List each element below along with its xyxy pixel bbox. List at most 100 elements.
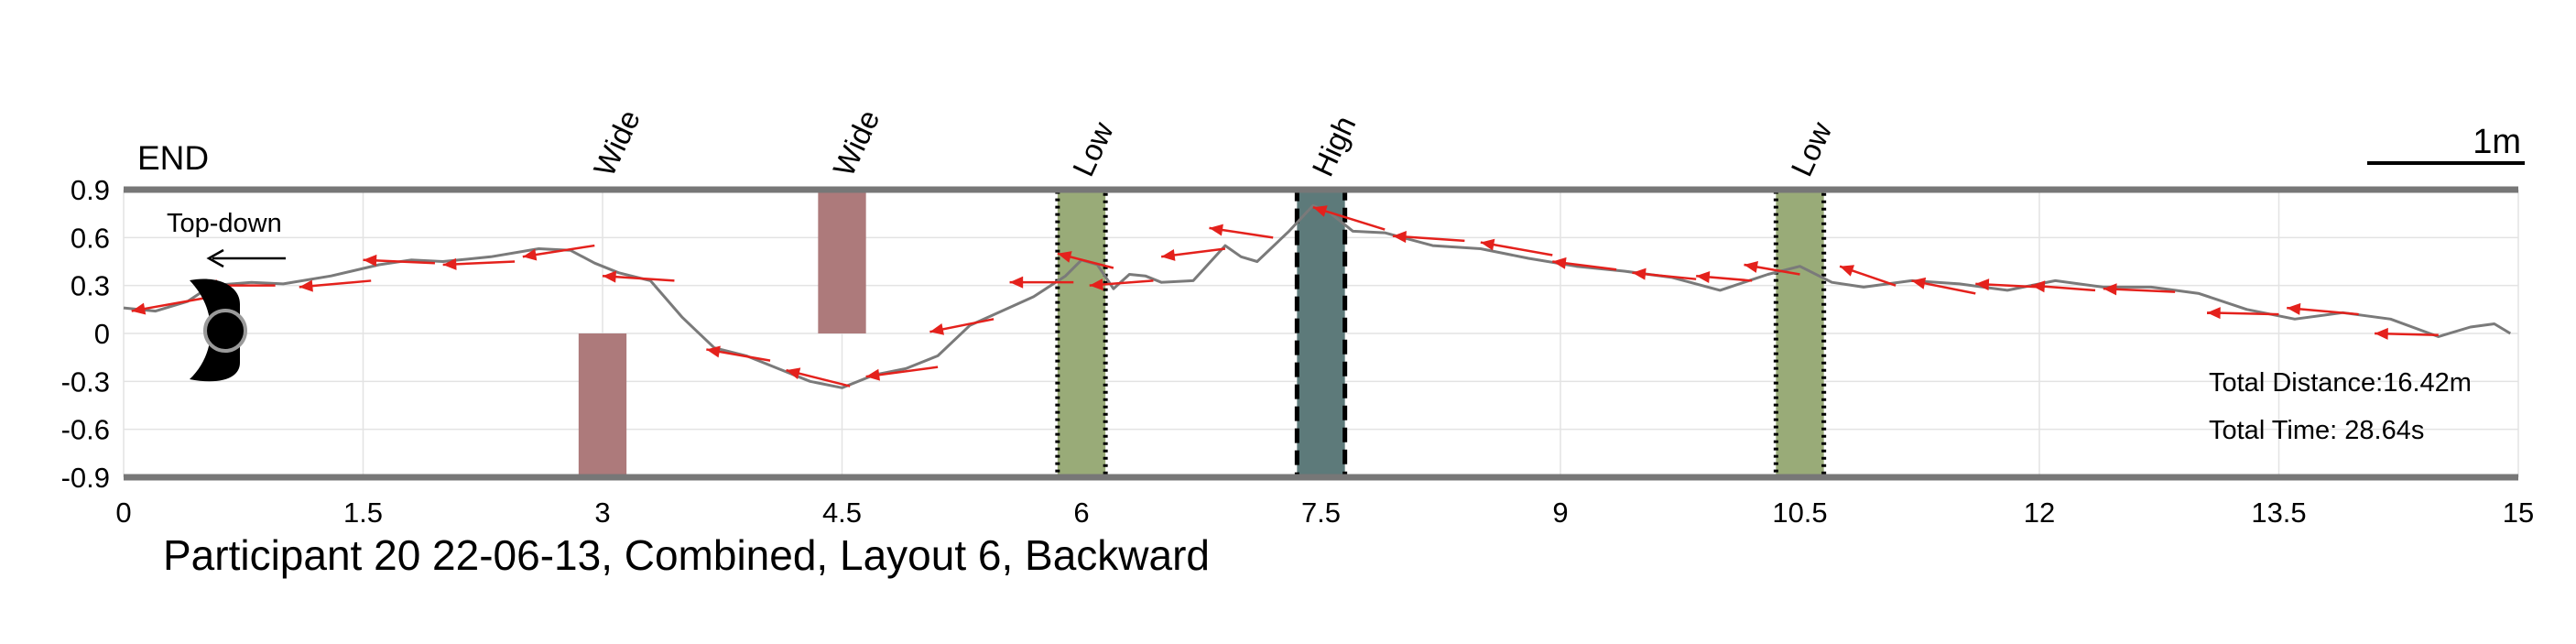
obstacle-label-3: High [1305,111,1362,181]
obstacle-high-3 [1294,187,1348,480]
x-tick-label: 10.5 [1772,497,1827,529]
heading-arrow [1552,257,1617,271]
heading-arrow [2103,283,2176,296]
x-tick-label: 12 [2024,497,2055,529]
arrow-head [1209,224,1223,236]
heading-arrow [1209,224,1274,239]
x-tick-label: 1.5 [343,497,383,529]
y-tick-label: -0.6 [61,414,110,446]
heading-arrow [1632,267,1697,280]
heading-arrow [2031,280,2096,293]
arrow-head [2287,302,2301,315]
arrow-head [1392,231,1407,244]
arrow-head [929,322,944,335]
total-distance-label: Total Distance: [2209,368,2383,398]
arrow-head [865,368,880,381]
stats-box: Total Distance:16.42m Total Time: 28.64s [2209,368,2472,445]
y-tick-label: 0.6 [71,222,110,254]
arrow-head [786,367,801,379]
obstacle-low-4 [1773,187,1827,480]
total-time-value: 28.64s [2344,416,2424,445]
arrow-head [363,254,377,267]
total-distance: Total Distance:16.42m [2209,368,2472,398]
heading-arrow [299,279,372,292]
arrow-head [1161,248,1176,261]
x-tick-label: 13.5 [2251,497,2306,529]
obstacle-wide-0 [578,333,627,477]
direction-arrow-icon [206,248,286,268]
obstacle-label-4: Low [1784,116,1838,181]
x-tick-label: 7.5 [1301,497,1341,529]
arrow-head [1312,205,1328,217]
obstacle-label-2: Low [1066,116,1120,181]
heading-arrow [522,244,595,261]
heading-arrow [2375,327,2439,340]
arrow-head [2375,327,2388,340]
arrow-head [603,270,617,283]
x-tick-label: 3 [594,497,610,529]
y-tick-label: 0 [94,318,110,350]
heading-arrow [1009,276,1074,289]
heading-arrow [706,345,771,362]
arrow-head [1975,278,1990,291]
obstacle-low-2 [1055,187,1108,480]
total-distance-value: 16.42m [2383,368,2472,398]
chart-title: Participant 20 22-06-13, Combined, Layou… [163,531,1210,579]
x-tick-label: 15 [2503,497,2534,529]
y-tick-label: 0.3 [71,270,110,302]
heading-arrow [1744,261,1800,276]
heading-arrow [786,367,851,387]
arrow-head [442,257,457,270]
arrow-head [1696,270,1711,283]
arrow-head [1057,251,1072,263]
arrow-head [522,248,538,261]
arrow-head [706,345,721,358]
x-tick-label: 6 [1073,497,1089,529]
heading-arrows [131,205,2439,387]
axis-ticks: 0 1.5 3 4.5 6 7.5 9 10.5 12 13.5 15 0.9 0.6 0.3 0 -0.3 -… [61,174,2535,529]
arrow-head [1480,238,1495,251]
obstacle-wide-1 [818,190,866,333]
arrow-head [131,302,147,315]
heading-arrow [1911,277,1976,295]
heading-arrow [1975,278,2040,291]
arrow-head [1744,261,1758,273]
heading-arrow [1480,238,1553,257]
total-time-label: Total Time: [2209,416,2337,445]
arrow-head [2207,307,2221,320]
heading-arrow [1057,251,1114,269]
arrow-head [1009,276,1024,289]
heading-arrow [131,297,204,315]
heading-arrow [865,366,939,381]
top-down-label: Top-down [167,209,282,238]
heading-arrow [1089,278,1154,291]
heading-arrow [1161,247,1226,261]
obstacle-label-1: Wide [826,104,886,181]
y-tick-label: 0.9 [71,174,110,206]
arrow-head [1840,265,1855,277]
x-tick-label: 0 [115,497,131,529]
plot-frame [124,186,2518,481]
y-tick-label: -0.3 [61,366,110,398]
trajectory [123,203,2512,389]
heading-arrow [1312,205,1386,231]
arrow-head [1911,277,1927,289]
heading-arrow [1696,270,1753,283]
obstacles: Wide Wide Low High Low [578,104,1838,480]
x-tick-label: 4.5 [822,497,862,529]
trajectory-line [123,203,2512,389]
total-time: Total Time: 28.64s [2209,416,2424,445]
y-tick-label: -0.9 [61,462,110,494]
arrow-head [2031,280,2046,293]
heading-arrow [1392,231,1465,244]
heading-arrow [2207,307,2279,320]
heading-arrow [1839,265,1897,287]
end-label: END [137,139,209,177]
arrow-head [2103,283,2117,296]
arrow-head [1552,257,1567,269]
heading-arrow [363,254,436,267]
obstacle-label-0: Wide [587,104,647,181]
heading-arrow [2287,302,2359,316]
arrow-head [299,279,313,292]
